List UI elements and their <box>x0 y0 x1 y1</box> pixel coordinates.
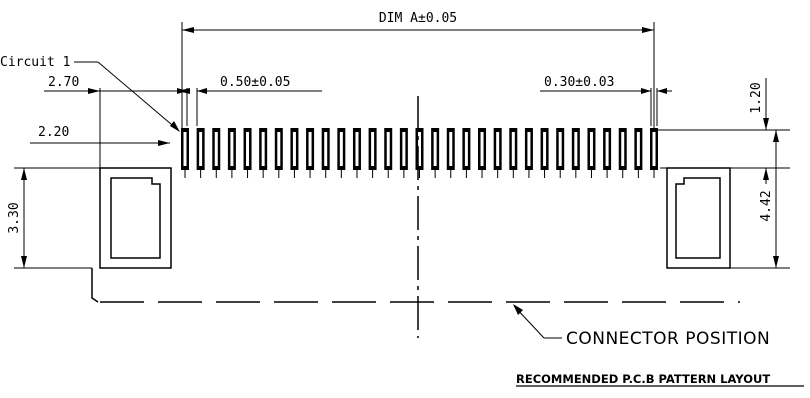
signal-pad-inner <box>324 132 327 166</box>
signal-pad-inner <box>637 132 640 166</box>
signal-pad-inner <box>199 132 202 166</box>
signal-pad-inner <box>574 132 577 166</box>
signal-pad-inner <box>230 132 233 166</box>
signal-pad-inner <box>512 132 515 166</box>
dim-3-30-label: 3.30 <box>7 202 22 233</box>
signal-pad-inner <box>277 132 280 166</box>
dim-3-30: 3.30 <box>7 168 100 268</box>
layout-title-text: RECOMMENDED P.C.B PATTERN LAYOUT <box>516 372 770 386</box>
signal-pad-inner <box>262 132 265 166</box>
signal-pad-inner <box>215 132 218 166</box>
circuit-1-label: Circuit 1 <box>0 55 70 70</box>
layout-title: RECOMMENDED P.C.B PATTERN LAYOUT <box>516 372 804 386</box>
signal-pad-row <box>181 128 658 178</box>
dim-1-20-label: 1.20 <box>749 82 764 113</box>
signal-pad-inner <box>653 132 656 166</box>
dim-a-label: DIM A±0.05 <box>379 11 457 26</box>
signal-pad-inner <box>309 132 312 166</box>
right-mounting-pad <box>667 168 730 268</box>
connector-position-callout: CONNECTOR POSITION <box>513 304 770 349</box>
pad-width-label: 0.30±0.03 <box>544 75 614 90</box>
connector-position-label: CONNECTOR POSITION <box>566 329 770 349</box>
dim-pitch: 0.50±0.05 <box>162 75 322 126</box>
signal-pad-inner <box>559 132 562 166</box>
signal-pad-inner <box>621 132 624 166</box>
signal-pad-inner <box>340 132 343 166</box>
signal-pad-inner <box>606 132 609 166</box>
signal-pad-inner <box>481 132 484 166</box>
signal-pad-inner <box>184 132 187 166</box>
signal-pad-inner <box>434 132 437 166</box>
signal-pad-inner <box>590 132 593 166</box>
signal-pad-inner <box>543 132 546 166</box>
signal-pad-inner <box>527 132 530 166</box>
signal-pad-inner <box>449 132 452 166</box>
signal-pad-inner <box>246 132 249 166</box>
dim-4-42-label: 4.42 <box>759 190 774 221</box>
dim-2-70-label: 2.70 <box>48 75 79 90</box>
signal-pad-inner <box>465 132 468 166</box>
signal-pad-inner <box>355 132 358 166</box>
signal-pad-inner <box>387 132 390 166</box>
left-mounting-pad <box>100 168 171 268</box>
signal-pad-inner <box>371 132 374 166</box>
signal-pad-inner <box>293 132 296 166</box>
dim-pad-width: 0.30±0.03 <box>540 75 672 126</box>
dim-2-20-label: 2.20 <box>38 125 69 140</box>
pitch-label: 0.50±0.05 <box>220 75 290 90</box>
connector-position-outline <box>92 268 740 302</box>
signal-pad-inner <box>496 132 499 166</box>
signal-pad-inner <box>402 132 405 166</box>
